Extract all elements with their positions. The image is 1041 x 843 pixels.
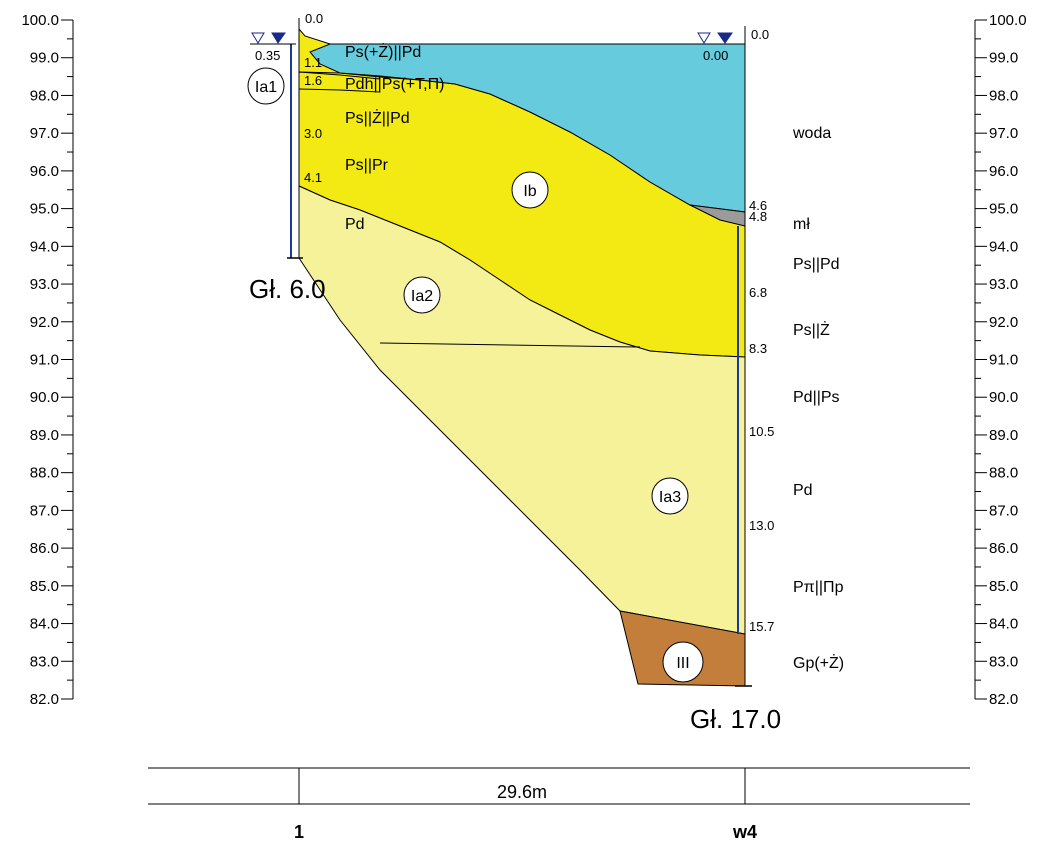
right-layer-label-5: Pd||Ps — [793, 389, 840, 406]
borehole-w4-depth-d: 8.3 — [749, 341, 767, 356]
right-layer-label-6: Pd — [793, 482, 813, 499]
axis-tick-label: 91.0 — [30, 352, 59, 369]
axis-tick-label: 89.0 — [989, 427, 1018, 444]
layer-label-1: Ps(+Ż)||Pd — [345, 42, 421, 61]
svg-text:III: III — [676, 655, 689, 672]
elevation-axis-left: 100.0 99.0 98.0 97.0 96.0 95.0 94.0 93.0 92.0 91.… — [21, 12, 74, 708]
axis-tick-label: 87.0 — [30, 502, 59, 519]
axis-tick-label: 85.0 — [30, 578, 59, 595]
borehole-w4-depth-g: 15.7 — [749, 619, 774, 634]
svg-text:Ib: Ib — [523, 183, 536, 200]
axis-tick-label: 86.0 — [30, 540, 59, 557]
axis-tick-label: 85.0 — [989, 578, 1018, 595]
axis-tick-label: 88.0 — [989, 465, 1018, 482]
right-layer-label-3: Ps||Pd — [793, 256, 840, 273]
axis-tick-label: 90.0 — [30, 389, 59, 406]
unit-circle-iii: III — [662, 641, 704, 683]
borehole-1-depth-b: 1.6 — [304, 73, 322, 88]
axis-tick-label: 83.0 — [30, 653, 59, 670]
borehole-w4-depth-a: 4.6 — [749, 198, 767, 213]
unit-circle-ia1: Ia1 — [247, 67, 285, 105]
water-level-icon-1 — [250, 32, 296, 45]
borehole-1-total-depth: Gł. 6.0 — [249, 274, 326, 304]
borehole-w4-name: w4 — [732, 822, 757, 842]
axis-tick-label: 87.0 — [989, 502, 1018, 519]
unit-circle-ia3: Ia3 — [651, 477, 689, 515]
axis-tick-label: 89.0 — [30, 427, 59, 444]
svg-text:Ia3: Ia3 — [659, 489, 681, 506]
borehole-w4-total-depth: Gł. 17.0 — [690, 704, 781, 734]
borehole-1-depth-a: 1.1 — [304, 55, 322, 70]
water-level-icon-w4 — [697, 32, 733, 44]
layer-label-5: Pd — [345, 216, 365, 233]
borehole-1-top-depth: 0.0 — [305, 11, 323, 26]
axis-tick-label: 93.0 — [30, 276, 59, 293]
axis-tick-label: 94.0 — [30, 238, 59, 255]
layer-label-4: Ps||Pr — [345, 157, 389, 174]
axis-tick-label: 98.0 — [30, 87, 59, 104]
boundary-1 — [298, 71, 381, 80]
axis-tick-label: 92.0 — [989, 314, 1018, 331]
axis-tick-label: 88.0 — [30, 465, 59, 482]
axis-tick-label: 98.0 — [989, 87, 1018, 104]
distance-label: 29.6m — [497, 782, 547, 802]
geology-layers — [298, 27, 746, 687]
axis-tick-label: 96.0 — [989, 163, 1018, 180]
borehole-w4-depth-b: 4.8 — [749, 209, 767, 224]
axis-tick-label: 100.0 — [21, 12, 59, 29]
axis-tick-label: 82.0 — [30, 691, 59, 708]
borehole-1-depth-d: 4.1 — [304, 170, 322, 185]
boundary-2 — [298, 88, 381, 93]
axis-tick-label: 95.0 — [989, 201, 1018, 218]
axis-tick-label: 90.0 — [989, 389, 1018, 406]
borehole-w4-top-depth: 0.0 — [751, 27, 769, 42]
axis-tick-label: 95.0 — [30, 201, 59, 218]
axis-tick-label: 84.0 — [989, 616, 1018, 633]
axis-tick-label: 96.0 — [30, 163, 59, 180]
right-layer-label-4: Ps||Ż — [793, 320, 830, 339]
right-layer-label-2: mł — [793, 216, 810, 233]
axis-tick-label: 86.0 — [989, 540, 1018, 557]
borehole-1-depth-c: 3.0 — [304, 126, 322, 141]
svg-text:Ia1: Ia1 — [255, 79, 277, 96]
borehole-w4-water-level: 0.00 — [703, 48, 728, 63]
axis-tick-label: 91.0 — [989, 352, 1018, 369]
unit-circle-ib: Ib — [511, 171, 549, 209]
right-layer-label-8: Gp(+Ż) — [793, 653, 844, 672]
borehole-1-name: 1 — [294, 822, 304, 842]
right-layer-label-1: woda — [792, 125, 831, 142]
axis-tick-label: 97.0 — [989, 125, 1018, 142]
axis-tick-label: 99.0 — [989, 50, 1018, 67]
borehole-w4-depth-f: 13.0 — [749, 518, 774, 533]
axis-tick-label: 99.0 — [30, 50, 59, 67]
unit-circle-ia2: Ia2 — [403, 276, 441, 314]
borehole-w4-depth-e: 10.5 — [749, 424, 774, 439]
boundary-3 — [379, 342, 641, 348]
distance-table: 29.6m 1 w4 — [148, 767, 970, 842]
svg-text:Ia2: Ia2 — [411, 288, 433, 305]
borehole-1-water-level: 0.35 — [255, 48, 280, 63]
axis-tick-label: 97.0 — [30, 125, 59, 142]
axis-tick-label: 94.0 — [989, 238, 1018, 255]
axis-tick-label: 84.0 — [30, 616, 59, 633]
axis-tick-label: 83.0 — [989, 653, 1018, 670]
axis-tick-label: 100.0 — [989, 12, 1027, 29]
right-layer-label-7: Pπ||Πp — [793, 579, 844, 596]
borehole-w4-depth-c: 6.8 — [749, 285, 767, 300]
axis-tick-label: 92.0 — [30, 314, 59, 331]
elevation-axis-right: 100.0 99.0 98.0 97.0 96.0 95.0 94.0 93.0 92.0 91.… — [974, 12, 1027, 708]
axis-tick-label: 82.0 — [989, 691, 1018, 708]
layer-label-3: Ps||Ż||Pd — [345, 108, 410, 127]
axis-tick-label: 93.0 — [989, 276, 1018, 293]
layer-label-2: Pdh||Ps(+T,Π) — [345, 76, 444, 93]
